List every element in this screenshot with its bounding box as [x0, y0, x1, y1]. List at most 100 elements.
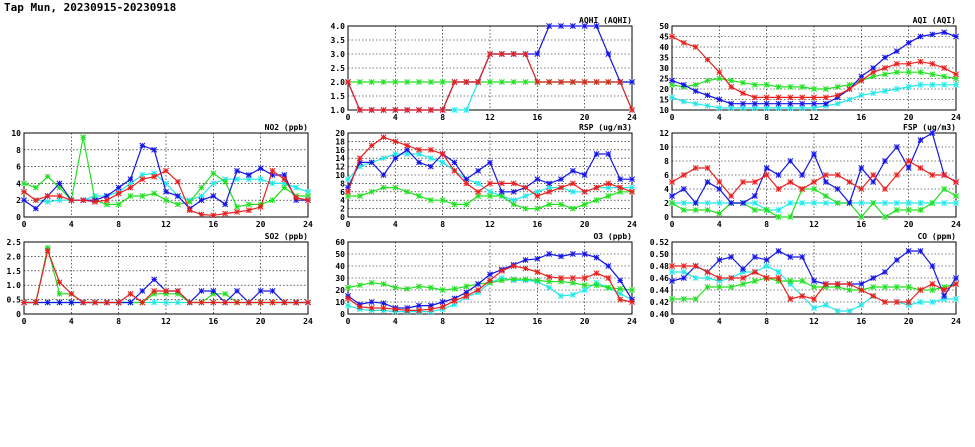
y-tick-label: 20: [659, 85, 669, 94]
data-point-blue: [740, 100, 746, 107]
data-point-blue: [953, 33, 959, 40]
data-point-green: [380, 79, 387, 85]
x-tick-label: 8: [116, 317, 121, 326]
y-tick-label: 4: [16, 179, 21, 188]
data-point-red: [799, 293, 806, 299]
data-point-red: [775, 186, 782, 192]
data-point-red: [546, 188, 553, 195]
data-point-green: [716, 284, 723, 290]
data-point-blue: [269, 288, 276, 294]
data-point-green: [139, 193, 146, 199]
y-tick-label: 2: [16, 196, 21, 205]
x-tick-label: 8: [116, 220, 121, 229]
data-point-blue: [475, 167, 482, 174]
data-point-blue: [380, 300, 387, 307]
data-point-red: [704, 165, 711, 171]
data-point-cyan: [257, 176, 264, 183]
data-point-green: [380, 281, 387, 287]
data-point-cyan: [787, 104, 794, 111]
data-point-blue: [870, 65, 877, 71]
y-tick-label: 0: [340, 213, 345, 222]
y-tick-label: 10: [335, 298, 345, 307]
data-point-red: [680, 172, 687, 178]
y-tick-label: 35: [659, 54, 669, 63]
y-tick-label: 0: [340, 310, 345, 319]
data-point-blue: [569, 167, 576, 174]
data-point-cyan: [345, 176, 351, 183]
data-point-red: [534, 79, 541, 85]
data-point-red: [905, 158, 912, 164]
data-point-blue: [139, 142, 146, 149]
data-point-red: [163, 167, 169, 174]
data-point-red: [953, 179, 959, 185]
data-point-green: [546, 278, 553, 285]
data-point-blue: [234, 167, 240, 174]
data-point-green: [163, 290, 169, 297]
data-point-blue: [222, 201, 229, 208]
data-point-blue: [569, 23, 576, 29]
data-point-cyan: [728, 104, 735, 111]
data-point-blue: [522, 257, 529, 263]
data-point-red: [345, 295, 351, 302]
data-point-red: [510, 51, 517, 57]
data-point-blue: [929, 263, 936, 269]
data-point-blue: [210, 193, 217, 199]
data-point-cyan: [751, 104, 758, 111]
data-point-cyan: [941, 200, 948, 206]
data-point-blue: [917, 137, 924, 143]
data-point-red: [763, 172, 770, 178]
data-point-green: [692, 296, 699, 302]
data-point-red: [858, 186, 865, 192]
data-point-red: [617, 79, 624, 85]
data-point-blue: [439, 299, 446, 305]
data-point-cyan: [245, 176, 252, 183]
data-point-red: [498, 180, 505, 187]
page-title: Tap Mun, 20230915-20230918: [4, 1, 177, 14]
data-point-green: [510, 201, 517, 208]
data-point-green: [392, 79, 399, 85]
data-point-red: [593, 79, 600, 85]
data-point-cyan: [716, 278, 723, 284]
data-point-green: [392, 284, 399, 291]
data-point-cyan: [822, 200, 829, 206]
x-tick-label: 24: [627, 317, 637, 326]
data-point-cyan: [692, 100, 699, 107]
data-point-blue: [858, 73, 865, 80]
data-point-red: [605, 180, 612, 187]
x-tick-label: 12: [485, 220, 495, 229]
y-tick-label: 18: [335, 137, 345, 146]
data-point-blue: [680, 275, 687, 281]
y-tick-label: 10: [335, 171, 345, 180]
data-point-red: [522, 184, 529, 191]
data-point-cyan: [392, 151, 399, 157]
data-point-green: [740, 281, 746, 287]
data-point-green: [546, 201, 553, 208]
data-point-red: [870, 69, 877, 76]
data-point-cyan: [704, 102, 711, 109]
data-point-red: [811, 179, 817, 185]
data-point-cyan: [581, 287, 588, 293]
chart-co: 0.40 0.42 0.44 0.46 0.48 0.50 0.52 0 4 8 12 16 20 24 C…: [650, 232, 961, 326]
data-point-blue: [380, 172, 387, 178]
chart-title: CO (ppm): [917, 232, 956, 241]
x-tick-label: 0: [670, 317, 675, 326]
data-point-red: [475, 79, 482, 85]
y-tick-label: 2.0: [7, 252, 22, 261]
data-point-green: [775, 83, 782, 90]
data-point-blue: [669, 77, 675, 84]
data-point-cyan: [704, 200, 711, 206]
data-point-blue: [629, 176, 635, 183]
data-point-green: [569, 205, 576, 212]
y-tick-label: 6: [16, 163, 21, 172]
data-point-green: [716, 210, 723, 217]
data-point-green: [728, 77, 735, 84]
x-tick-label: 20: [256, 220, 266, 229]
data-point-red: [127, 184, 134, 191]
data-point-blue: [763, 165, 770, 171]
data-point-green: [234, 203, 240, 210]
data-point-green: [728, 284, 735, 290]
data-point-red: [740, 275, 746, 281]
y-tick-label: 1.5: [331, 92, 346, 101]
